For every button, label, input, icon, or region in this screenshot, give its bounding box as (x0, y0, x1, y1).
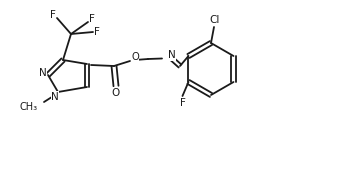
Text: O: O (131, 52, 139, 62)
Text: F: F (180, 98, 185, 108)
Text: F: F (89, 14, 95, 24)
Text: F: F (50, 10, 56, 20)
Text: CH₃: CH₃ (20, 102, 38, 112)
Text: N: N (39, 68, 47, 78)
Text: F: F (94, 27, 100, 37)
Text: O: O (112, 88, 120, 98)
Text: N: N (168, 50, 176, 60)
Text: Cl: Cl (210, 15, 220, 25)
Text: N: N (51, 92, 59, 102)
